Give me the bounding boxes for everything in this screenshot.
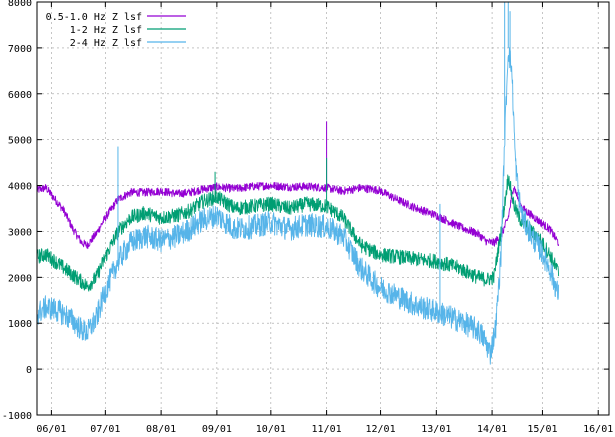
x-tick-label: 08/01 bbox=[146, 424, 176, 435]
y-tick-label: 8000 bbox=[8, 0, 32, 9]
series-layer bbox=[36, 2, 560, 365]
y-tick-label: 5000 bbox=[8, 136, 32, 147]
y-tick-label: 7000 bbox=[8, 44, 32, 55]
x-tick-label: 12/01 bbox=[366, 424, 396, 435]
legend-label: 0.5-1.0 Hz Z lsf bbox=[46, 12, 142, 23]
y-tick-label: 3000 bbox=[8, 227, 32, 238]
x-tick-label: 15/01 bbox=[527, 424, 557, 435]
x-tick-label: 11/01 bbox=[312, 424, 342, 435]
x-tick-label: 07/01 bbox=[90, 424, 120, 435]
x-tick-label: 16/01 bbox=[583, 424, 613, 435]
y-tick-label: 2000 bbox=[8, 273, 32, 284]
x-tick-label: 13/01 bbox=[421, 424, 451, 435]
legend-label: 2-4 Hz Z lsf bbox=[70, 38, 142, 49]
x-tick-label: 14/01 bbox=[477, 424, 507, 435]
legend: 0.5-1.0 Hz Z lsf 1-2 Hz Z lsf 2-4 Hz Z lsf bbox=[46, 12, 186, 49]
plot-frame bbox=[36, 1, 610, 416]
series-line bbox=[36, 181, 560, 250]
y-tick-label: -1000 bbox=[2, 411, 32, 422]
y-tick-label: 0 bbox=[26, 365, 32, 376]
y-tick-label: 6000 bbox=[8, 90, 32, 101]
y-tick-label: 1000 bbox=[8, 319, 32, 330]
x-tick-label: 09/01 bbox=[202, 424, 232, 435]
y-tick-label: 4000 bbox=[8, 182, 32, 193]
x-tick-label: 10/01 bbox=[256, 424, 286, 435]
series-line bbox=[36, 174, 560, 292]
x-tick-label: 06/01 bbox=[36, 424, 66, 435]
series-line bbox=[36, 47, 560, 365]
legend-label: 1-2 Hz Z lsf bbox=[70, 25, 142, 36]
